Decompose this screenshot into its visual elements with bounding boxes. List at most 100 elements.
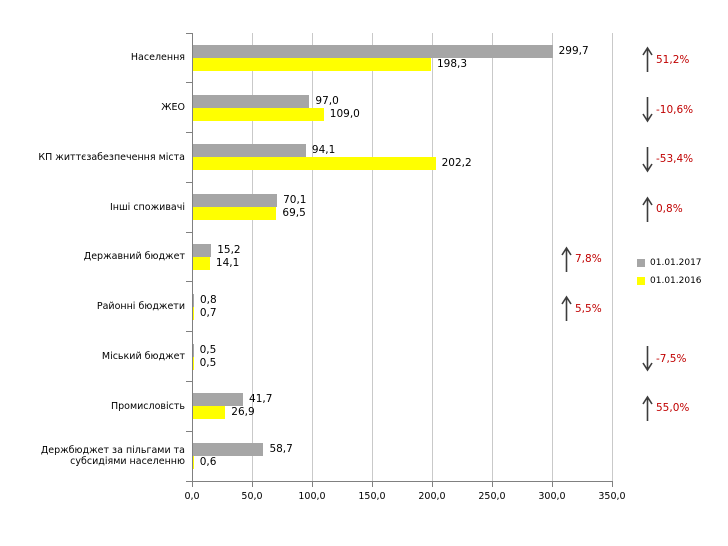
category-axis-tick xyxy=(186,331,193,333)
legend-item: 01.01.2017 xyxy=(637,254,702,272)
x-tick-label: 150,0 xyxy=(358,491,386,502)
gridline xyxy=(311,33,313,481)
gridline xyxy=(431,33,433,481)
legend-swatch-2016-icon xyxy=(637,277,645,285)
bar-value-label: 0,5 xyxy=(199,356,217,369)
x-tick-label: 0,0 xyxy=(184,491,200,502)
legend-label: 01.01.2017 xyxy=(650,258,702,268)
x-axis-tick xyxy=(311,481,313,487)
gridline xyxy=(491,33,493,481)
bar-2016 xyxy=(193,57,431,71)
bar-value-label: 69,5 xyxy=(282,207,306,220)
gridline xyxy=(611,33,613,481)
delta-arrow-up-icon xyxy=(641,196,654,227)
delta-arrow-up-icon xyxy=(560,295,573,326)
delta-value: 5,5% xyxy=(575,302,602,315)
delta-value: 7,8% xyxy=(575,253,602,265)
bar-value-label: 15,2 xyxy=(217,244,241,256)
legend: 01.01.2017 01.01.2016 xyxy=(637,254,702,290)
x-axis-tick xyxy=(491,481,493,487)
delta-arrow-down-icon xyxy=(641,146,654,177)
bar-value-label: 97,0 xyxy=(315,94,339,107)
category-label: Інші споживачі xyxy=(109,201,185,213)
bar-value-label: 26,9 xyxy=(231,406,255,419)
category-axis-tick xyxy=(186,430,193,432)
x-axis-tick xyxy=(431,481,433,487)
category-label: Державний бюджет xyxy=(83,251,185,263)
category-axis-tick xyxy=(186,281,193,283)
category-label: ЖЕО xyxy=(161,101,185,113)
bar-value-label: 94,1 xyxy=(311,144,336,157)
delta-arrow-down-icon xyxy=(641,96,654,127)
delta-arrow-down-icon xyxy=(641,345,654,376)
delta-value: 51,2% xyxy=(656,53,690,66)
bar-value-label: 41,7 xyxy=(249,393,273,406)
bar-value-label: 0,8 xyxy=(199,293,217,306)
bar-value-label: 70,1 xyxy=(283,194,307,207)
category-label: Населення xyxy=(130,52,185,64)
bar-value-label: 58,7 xyxy=(269,443,293,456)
x-axis-tick xyxy=(251,481,253,487)
bar-2016 xyxy=(193,207,277,221)
bar-2016 xyxy=(193,456,194,470)
delta-value: -7,5% xyxy=(656,352,687,365)
bar-2017 xyxy=(193,443,264,457)
category-axis-tick xyxy=(186,132,193,134)
delta-value: 55,0% xyxy=(656,402,690,415)
category-label: Районні бюджети xyxy=(96,301,185,313)
x-axis-tick xyxy=(551,481,553,487)
bar-2017 xyxy=(193,144,306,158)
legend-label: 01.01.2016 xyxy=(650,276,702,286)
bar-2017 xyxy=(193,194,278,208)
category-axis-tick xyxy=(186,380,193,382)
bar-2017 xyxy=(193,44,553,58)
bar-value-label: 299,7 xyxy=(558,44,589,57)
bar-2016 xyxy=(193,257,210,270)
delta-value: -10,6% xyxy=(656,103,694,116)
bar-value-label: 0,7 xyxy=(199,306,217,319)
bar-value-label: 198,3 xyxy=(436,57,468,70)
gridline xyxy=(551,33,553,481)
bar-2017 xyxy=(193,393,244,407)
bar-value-label: 109,0 xyxy=(329,107,360,120)
legend-swatch-2017-icon xyxy=(637,259,645,267)
gridline xyxy=(371,33,373,481)
bar-2016 xyxy=(193,157,436,171)
delta-value: 0,8% xyxy=(656,203,683,216)
bar-2016 xyxy=(193,356,194,370)
bar-value-label: 14,1 xyxy=(215,257,240,269)
delta-arrow-up-icon xyxy=(560,246,573,277)
bar-value-label: 0,5 xyxy=(199,343,217,356)
gridline xyxy=(251,33,253,481)
bar-value-label: 0,6 xyxy=(199,456,217,469)
x-axis-tick xyxy=(611,481,613,487)
x-axis-tick xyxy=(371,481,373,487)
delta-arrow-up-icon xyxy=(641,46,654,77)
x-tick-label: 200,0 xyxy=(418,491,446,502)
bar-2017 xyxy=(193,343,194,357)
category-axis-tick xyxy=(186,480,193,482)
bar-2017 xyxy=(193,94,310,108)
x-axis-tick xyxy=(191,481,193,487)
x-tick-label: 350,0 xyxy=(598,491,626,502)
x-tick-label: 300,0 xyxy=(538,491,566,502)
bar-value-label: 202,2 xyxy=(441,157,472,170)
category-label: Міський бюджет xyxy=(101,350,185,362)
category-label: Промисловість xyxy=(110,400,185,412)
x-tick-label: 50,0 xyxy=(241,491,263,502)
x-tick-label: 100,0 xyxy=(298,491,326,502)
bar-2016 xyxy=(193,406,226,420)
category-axis-tick xyxy=(186,231,193,233)
bar-2017 xyxy=(193,244,212,257)
delta-value: -53,4% xyxy=(656,153,694,166)
bar-2017 xyxy=(193,293,194,307)
legend-item: 01.01.2016 xyxy=(637,272,702,290)
delta-arrow-up-icon xyxy=(641,395,654,426)
category-axis-tick xyxy=(186,32,193,34)
bar-2016 xyxy=(193,306,194,320)
value-axis-line xyxy=(192,481,613,482)
category-axis-tick xyxy=(186,181,193,183)
category-axis-tick xyxy=(186,82,193,84)
category-axis-line xyxy=(192,33,193,482)
